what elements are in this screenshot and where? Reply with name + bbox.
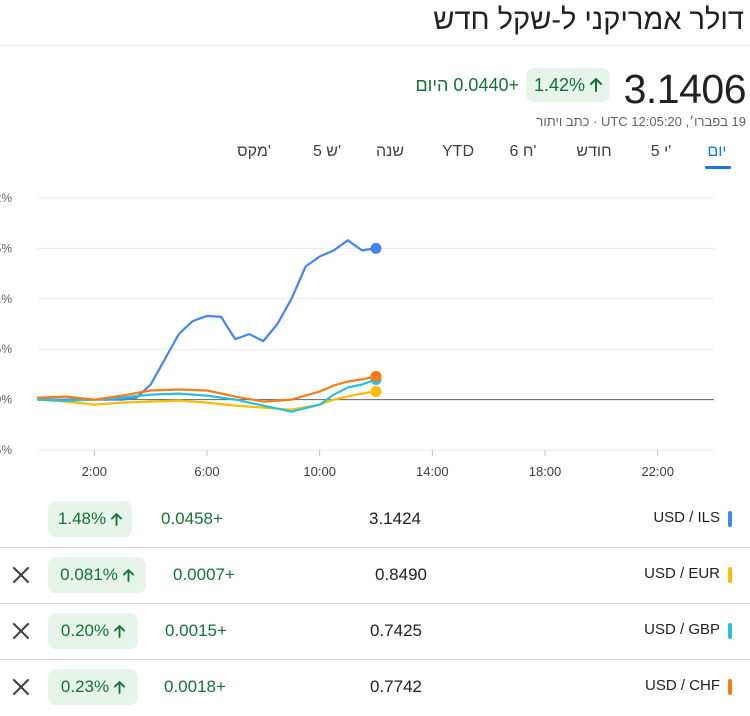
series-line-usd-ils xyxy=(36,239,378,401)
current-price: 3.1406 xyxy=(623,66,747,112)
currency-pair-label: USD / GBP xyxy=(644,621,720,638)
pct-change-badge: 1.48% xyxy=(48,501,132,537)
pct-change-value: 0.23% xyxy=(60,677,110,696)
compare-row-eur[interactable]: 0.081% +0.0007 0.8490 USD / EUR xyxy=(0,548,750,604)
x-tick-label: 22:00 xyxy=(641,464,674,479)
series-endpoint-usd-ils xyxy=(370,242,382,254)
pct-change-badge: 0.23% xyxy=(48,669,138,705)
rate-value: 0.7425 xyxy=(370,621,422,640)
series-color-indicator xyxy=(728,679,732,695)
currency-pair-label: USD / EUR xyxy=(644,565,720,582)
abs-change-value: +0.0015 xyxy=(165,621,227,640)
tab-5-years[interactable]: 5 ש' xyxy=(312,143,342,160)
close-icon[interactable] xyxy=(10,564,32,586)
tab-day[interactable]: יום xyxy=(707,143,727,160)
arrow-up-icon xyxy=(590,78,603,92)
series-color-indicator xyxy=(728,567,732,583)
y-tick-label: 0% xyxy=(0,393,12,407)
change-today: +0.0440 היום xyxy=(415,75,519,96)
arrow-up-icon xyxy=(111,512,123,526)
row-divider xyxy=(0,603,750,604)
compare-row-chf[interactable]: 0.23% +0.0018 0.7742 USD / CHF xyxy=(0,660,750,716)
pct-change-value: 0.081% xyxy=(60,565,118,584)
x-tick-label: 6:00 xyxy=(194,464,219,479)
tab-max[interactable]: מקס' xyxy=(237,143,271,160)
tab-5-days[interactable]: 5 י' xyxy=(650,143,672,160)
header-divider xyxy=(0,45,750,46)
tab-year[interactable]: שנה xyxy=(375,143,405,160)
change-percent-value: 1.42% xyxy=(533,74,586,95)
tab-6-months[interactable]: 6 ח' xyxy=(509,143,537,160)
row-divider xyxy=(0,659,750,660)
change-period: היום xyxy=(415,75,449,95)
pct-change-badge: 0.20% xyxy=(48,613,138,649)
abs-change-value: +0.0458 xyxy=(161,509,223,528)
series-color-indicator xyxy=(728,623,732,639)
abs-change-value: +0.0007 xyxy=(173,565,235,584)
timestamp-disclaimer: 19 בפברו׳, UTC 12:05:20 · כתב ויתור xyxy=(536,114,746,129)
exchange-rate-chart: 2% 1.5% 1% 0.5% 0% -0.5% 2:00 6:00 10:00 14:00 18:… xyxy=(0,191,714,479)
page-title: דולר אמריקני ל-שקל חדש xyxy=(433,4,744,36)
rate-value: 0.8490 xyxy=(375,565,427,584)
pct-change-badge: 0.081% xyxy=(48,557,146,593)
series-endpoint-usd-chf xyxy=(370,370,382,382)
y-tick-label: 1% xyxy=(0,292,12,306)
compare-row-ils[interactable]: 1.48% +0.0458 3.1424 USD / ILS xyxy=(0,492,750,548)
tab-ytd[interactable]: YTD xyxy=(442,143,474,160)
compare-row-gbp[interactable]: 0.20% +0.0015 0.7425 USD / GBP xyxy=(0,604,750,660)
change-percent-badge: 1.42% xyxy=(526,68,610,102)
rate-value: 0.7742 xyxy=(370,677,422,696)
series-line-usd-chf xyxy=(36,375,378,403)
y-tick-label: 2% xyxy=(0,191,12,205)
y-tick-label: -0.5% xyxy=(0,443,12,457)
active-tab-indicator xyxy=(705,166,731,169)
arrow-up-icon xyxy=(114,680,126,694)
row-divider xyxy=(0,547,750,548)
tab-month[interactable]: חודש xyxy=(576,143,612,160)
x-tick-label: 14:00 xyxy=(416,464,449,479)
range-tabs: יום 5 י' חודש 6 ח' YTD שנה 5 ש' מקס' xyxy=(228,143,734,169)
currency-pair-label: USD / CHF xyxy=(645,677,720,694)
rate-value: 3.1424 xyxy=(369,509,421,528)
close-icon[interactable] xyxy=(10,620,32,642)
arrow-up-icon xyxy=(114,624,126,638)
series-line-usd-gbp xyxy=(36,378,378,413)
pct-change-value: 1.48% xyxy=(57,509,107,528)
x-tick-label: 18:00 xyxy=(529,464,562,479)
series-line-usd-eur xyxy=(36,390,378,411)
change-abs-value: +0.0440 xyxy=(453,75,519,95)
y-tick-label: 1.5% xyxy=(0,241,12,255)
close-icon[interactable] xyxy=(10,676,32,698)
pct-change-value: 0.20% xyxy=(60,621,110,640)
y-tick-label: 0.5% xyxy=(0,342,12,356)
series-color-indicator xyxy=(728,511,732,527)
x-tick-label: 2:00 xyxy=(82,464,107,479)
currency-pair-label: USD / ILS xyxy=(653,509,720,526)
series-endpoint-usd-eur xyxy=(370,386,382,398)
x-tick-label: 10:00 xyxy=(303,464,336,479)
arrow-up-icon xyxy=(122,568,134,582)
abs-change-value: +0.0018 xyxy=(164,677,226,696)
